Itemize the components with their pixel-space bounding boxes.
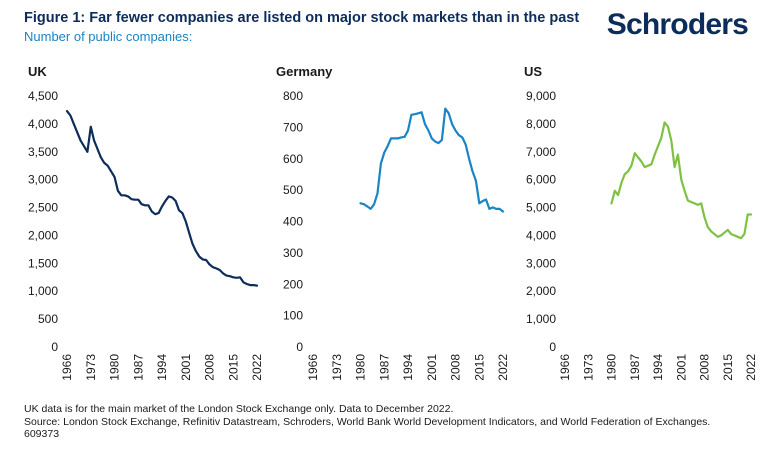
x-tick-label-uk: 1987: [131, 354, 145, 381]
y-tick-label-uk: 0: [51, 340, 58, 354]
y-tick-label-us: 5,000: [526, 201, 556, 215]
y-tick-label-germany: 700: [283, 120, 303, 134]
footnote-source: Source: London Stock Exchange, Refinitiv…: [24, 415, 711, 428]
x-tick-label-us: 2008: [698, 354, 712, 381]
x-tick-label-us: 1980: [605, 354, 619, 381]
y-tick-label-germany: 600: [283, 152, 303, 166]
y-tick-label-us: 7,000: [526, 145, 556, 159]
y-tick-label-germany: 300: [283, 246, 303, 260]
y-tick-label-germany: 0: [296, 340, 303, 354]
y-tick-label-uk: 4,500: [28, 89, 58, 103]
x-tick-label-uk: 2015: [226, 354, 240, 381]
y-tick-label-us: 0: [549, 340, 556, 354]
panel-title-germany: Germany: [276, 64, 333, 79]
x-tick-label-us: 1994: [651, 354, 665, 381]
figure-title: Figure 1: Far fewer companies are listed…: [24, 10, 580, 26]
y-tick-label-germany: 800: [283, 89, 303, 103]
y-tick-label-uk: 4,000: [28, 117, 58, 131]
footnote-data-note: UK data is for the main market of the Lo…: [24, 403, 454, 415]
y-tick-label-us: 4,000: [526, 228, 556, 242]
panel-title-uk: UK: [28, 64, 47, 79]
x-tick-label-uk: 1973: [84, 354, 98, 381]
y-tick-label-us: 6,000: [526, 173, 556, 187]
y-tick-label-uk: 500: [38, 312, 58, 326]
x-tick-label-uk: 1994: [155, 354, 169, 381]
y-tick-label-uk: 1,000: [28, 284, 58, 298]
y-tick-label-uk: 2,500: [28, 201, 58, 215]
figure-subtitle: Number of public companies:: [24, 29, 193, 44]
x-tick-label-us: 1987: [628, 354, 642, 381]
y-tick-label-uk: 3,000: [28, 173, 58, 187]
y-tick-label-germany: 100: [283, 309, 303, 323]
x-tick-label-germany: 1966: [306, 354, 320, 381]
x-tick-label-germany: 1973: [330, 354, 344, 381]
x-tick-label-us: 2015: [721, 354, 735, 381]
x-tick-label-us: 2022: [744, 354, 758, 381]
y-tick-label-germany: 400: [283, 215, 303, 229]
series-line-germany: [359, 107, 505, 213]
panel-title-us: US: [524, 64, 542, 79]
y-tick-label-germany: 200: [283, 277, 303, 291]
footnotes: UK data is for the main market of the Lo…: [24, 403, 710, 441]
x-tick-label-uk: 2022: [250, 354, 264, 381]
x-tick-label-us: 1973: [581, 354, 595, 381]
x-tick-label-germany: 1994: [401, 354, 415, 381]
x-tick-label-uk: 1980: [108, 354, 122, 381]
y-tick-label-us: 3,000: [526, 256, 556, 270]
schroders-logo: Schroders: [606, 8, 749, 41]
x-tick-label-uk: 2008: [203, 354, 217, 381]
y-tick-label-uk: 1,500: [28, 256, 58, 270]
x-tick-label-us: 1966: [558, 354, 572, 381]
x-tick-label-germany: 1987: [377, 354, 391, 381]
x-tick-label-uk: 2001: [179, 354, 193, 381]
x-tick-label-germany: 2015: [472, 354, 486, 381]
x-tick-label-germany: 2001: [425, 354, 439, 381]
y-tick-label-uk: 2,000: [28, 228, 58, 242]
series-line-uk: [65, 109, 259, 287]
x-tick-label-uk: 1966: [60, 354, 74, 381]
x-tick-label-us: 2001: [674, 354, 688, 381]
x-tick-label-germany: 2022: [496, 354, 510, 381]
series-line-us: [610, 121, 753, 240]
x-tick-label-germany: 2008: [449, 354, 463, 381]
y-tick-label-us: 2,000: [526, 284, 556, 298]
footnote-code: 609373: [24, 428, 60, 440]
y-tick-label-us: 9,000: [526, 89, 556, 103]
x-tick-label-germany: 1980: [354, 354, 368, 381]
y-tick-label-us: 8,000: [526, 117, 556, 131]
y-tick-label-uk: 3,500: [28, 145, 58, 159]
y-tick-label-us: 1,000: [526, 312, 556, 326]
y-tick-label-germany: 500: [283, 183, 303, 197]
